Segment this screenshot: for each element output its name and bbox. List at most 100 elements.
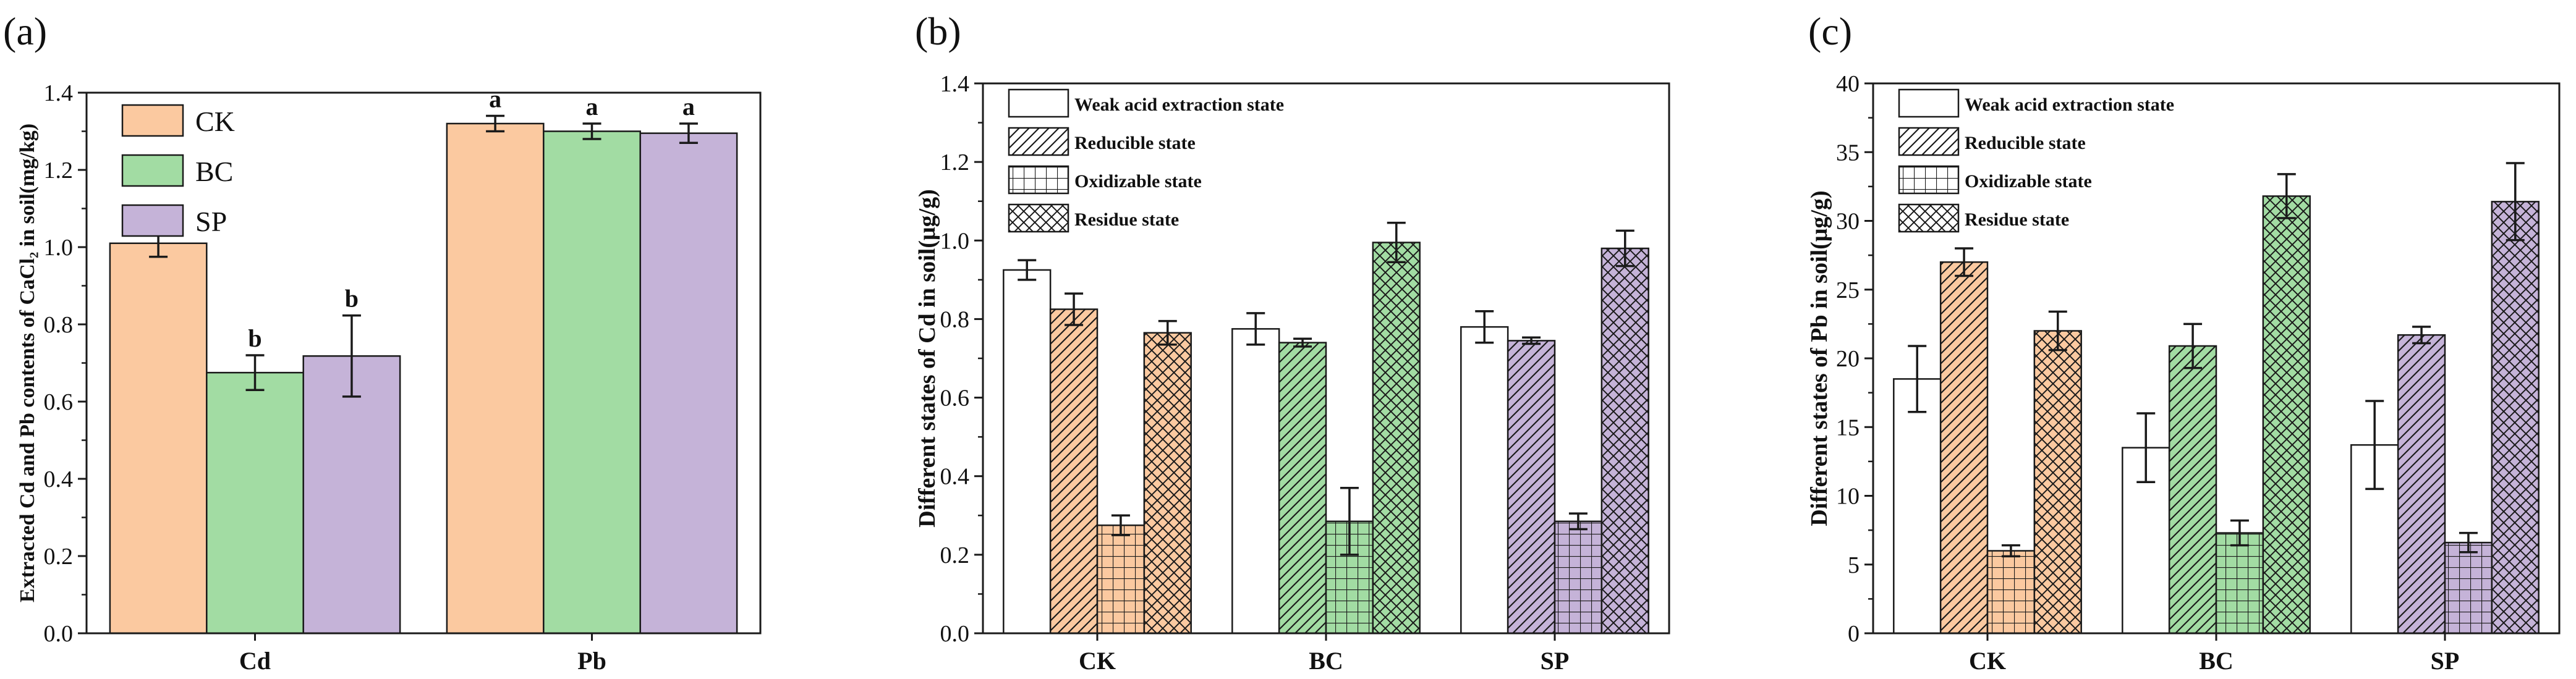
x-tick-label: BC [1309, 647, 1343, 675]
significance-label: b [248, 324, 261, 352]
y-tick-label: 0.6 [940, 386, 970, 411]
x-tick-label: BC [2199, 647, 2234, 675]
bar [446, 122, 545, 635]
bar [1278, 342, 1327, 635]
plot-frame [1872, 82, 2561, 635]
legend-swatch [1008, 203, 1069, 233]
bar [1939, 261, 1989, 635]
legend-label: Residue state [1074, 209, 1179, 230]
bar [1507, 340, 1556, 635]
y-tick-label: 20 [1836, 346, 1860, 372]
y-tick-label: 0.0 [940, 621, 970, 647]
x-tick-label: Pb [577, 647, 606, 675]
bar [2215, 532, 2264, 635]
x-tick-label: CK [1969, 647, 2006, 675]
y-tick-label: 1.2 [44, 158, 74, 183]
y-tick-label: 0.4 [940, 464, 970, 490]
y-tick-label: 25 [1836, 277, 1860, 303]
bar [1231, 328, 1280, 635]
bar [543, 130, 641, 635]
y-tick-label: 0.8 [940, 306, 970, 332]
x-tick-label: SP [1541, 647, 1570, 675]
legend-label: SP [195, 206, 227, 237]
legend-swatch [121, 154, 184, 187]
bar [1893, 378, 1942, 635]
y-tick-label: 1.4 [44, 80, 74, 106]
bar [206, 371, 304, 635]
legend-label: Reducible state [1074, 133, 1196, 153]
y-tick-label: 1.4 [940, 71, 970, 97]
bar [2033, 330, 2082, 635]
panel-b-chart: (b)Different states of Cd in soil(μg/g)0… [914, 9, 1670, 675]
bar [1986, 550, 2036, 635]
bar [1372, 242, 1421, 635]
legend-label: Weak acid extraction state [1965, 95, 2174, 115]
y-tick-label: 10 [1836, 484, 1860, 510]
plot-frame [982, 82, 1670, 635]
y-tick-label: 40 [1836, 71, 1860, 97]
bar [1049, 308, 1099, 635]
y-tick-label: 1.0 [44, 235, 74, 261]
legend-label: CK [195, 106, 235, 137]
y-tick-label: 0 [1848, 621, 1860, 647]
legend-swatch [121, 204, 184, 237]
y-tick-label: 15 [1836, 415, 1860, 441]
y-tick-label: 0.2 [44, 544, 74, 570]
y-tick-label: 30 [1836, 209, 1860, 235]
panel-a-chart: (a) Extracted Cd and Pb contents of CaCl₂… [3, 9, 762, 675]
bar [639, 132, 738, 635]
y-tick-label: 0.0 [44, 621, 74, 647]
significance-label: a [682, 93, 695, 120]
bar [2168, 345, 2217, 635]
x-tick-label: Cd [239, 647, 271, 675]
bar [2262, 195, 2311, 635]
panel-c-chart: (c) Different states of Pb in soil(μg/g) 0… [1806, 9, 2561, 675]
legend-label: Residue state [1965, 209, 2069, 230]
legend-label: Oxidizable state [1965, 171, 2092, 192]
bar [1143, 332, 1192, 635]
legend-label: Oxidizable state [1074, 171, 1202, 192]
panel-label: (b) [915, 9, 961, 53]
bar [2444, 541, 2493, 635]
legend-label: Reducible state [1965, 133, 2086, 153]
plot-frame [85, 91, 762, 635]
bar [1600, 247, 1649, 635]
legend-swatch [1898, 88, 1960, 118]
y-axis-label: Different states of Pb in soil(μg/g) [1806, 190, 1832, 526]
y-tick-label: 1.2 [940, 150, 970, 175]
x-tick-label: CK [1079, 647, 1116, 675]
significance-label: b [345, 285, 359, 313]
bar [1460, 326, 1509, 635]
bar [1003, 269, 1052, 635]
legend-swatch [1008, 88, 1069, 118]
y-axis-label: Different states of Cd in soil(μg/g) [914, 189, 940, 528]
bar [302, 355, 401, 635]
legend-swatch [1898, 203, 1960, 233]
significance-label: a [489, 85, 501, 113]
y-tick-label: 0.2 [940, 542, 970, 568]
legend-swatch [121, 104, 184, 137]
legend-label: Weak acid extraction state [1074, 95, 1284, 115]
bar [109, 242, 208, 635]
legend-swatch [1008, 165, 1069, 195]
y-tick-label: 1.0 [940, 228, 970, 254]
bar [2491, 201, 2540, 635]
x-tick-label: SP [2431, 647, 2460, 675]
y-axis-label: Extracted Cd and Pb contents of CaCl₂ in… [16, 124, 39, 602]
panel-label: (a) [3, 9, 47, 53]
y-tick-label: 35 [1836, 140, 1860, 166]
y-tick-label: 5 [1848, 552, 1860, 578]
bar [1096, 524, 1146, 635]
significance-label: a [586, 93, 598, 120]
legend-swatch [1008, 127, 1069, 156]
legend-swatch [1898, 165, 1960, 195]
y-tick-label: 0.6 [44, 389, 74, 415]
legend-swatch [1898, 127, 1960, 156]
bar [2397, 334, 2446, 635]
y-tick-label: 0.8 [44, 312, 74, 338]
y-tick-label: 0.4 [44, 466, 74, 492]
bar [1554, 520, 1603, 635]
legend-label: BC [195, 156, 233, 187]
panel-label: (c) [1808, 9, 1852, 53]
